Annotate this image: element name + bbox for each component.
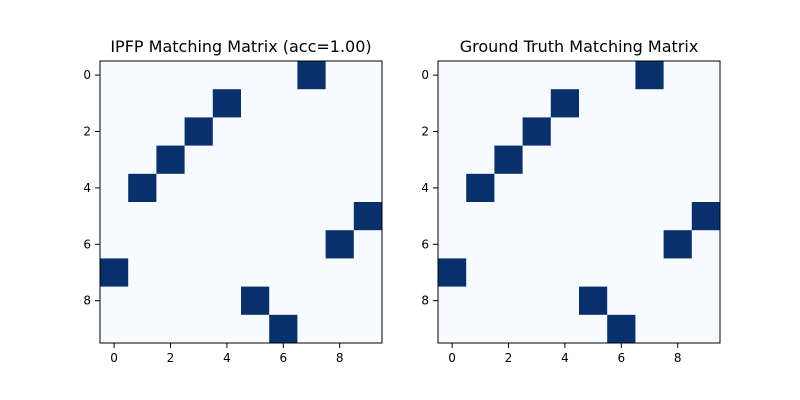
- y-tick-label: 2: [83, 125, 91, 139]
- x-tick-label: 6: [617, 351, 625, 365]
- x-tick-label: 6: [279, 351, 287, 365]
- heatmap-cell: [579, 286, 608, 315]
- heatmap-cell: [128, 173, 157, 202]
- y-tick-label: 0: [421, 68, 429, 82]
- heatmap-cell: [297, 61, 326, 90]
- plot-frame: [437, 60, 721, 344]
- x-tick-label: 4: [223, 351, 231, 365]
- heatmap-cell: [241, 286, 270, 315]
- ground-truth-matching-matrix-chart: Ground Truth Matching Matrix 0 2 4 6 8 0 2 4 6 8: [421, 37, 721, 365]
- heatmap-cell: [325, 230, 354, 259]
- x-tick-label: 0: [448, 351, 456, 365]
- heatmap-cell: [550, 89, 579, 118]
- y-tick-label: 4: [421, 181, 429, 195]
- chart-title: IPFP Matching Matrix (acc=1.00): [110, 37, 371, 56]
- ipfp-matching-matrix-chart: IPFP Matching Matrix (acc=1.00) 0 2 4 6 8 0 2 4…: [83, 37, 383, 365]
- heatmap-cell: [438, 258, 467, 287]
- x-tick-label: 4: [561, 351, 569, 365]
- x-tick-label: 0: [110, 351, 118, 365]
- heatmap-cell: [184, 117, 213, 146]
- x-tick-label: 8: [674, 351, 682, 365]
- heatmap-cell: [663, 230, 692, 259]
- heatmap-cell: [269, 314, 298, 343]
- y-tick-label: 0: [83, 68, 91, 82]
- heatmap-cell: [100, 258, 129, 287]
- heatmap-cell: [522, 117, 551, 146]
- heatmap-cell: [635, 61, 664, 90]
- x-tick-label: 2: [505, 351, 513, 365]
- y-tick-label: 8: [421, 294, 429, 308]
- heatmap-cell: [353, 202, 382, 231]
- x-tick-label: 8: [336, 351, 344, 365]
- y-tick-label: 2: [421, 125, 429, 139]
- chart-title: Ground Truth Matching Matrix: [460, 37, 699, 56]
- heatmap-cell: [494, 145, 523, 174]
- plot-frame: [99, 60, 383, 344]
- heatmap-cell: [156, 145, 185, 174]
- y-tick-label: 8: [83, 294, 91, 308]
- heatmap-cell: [212, 89, 241, 118]
- heatmap-cell: [466, 173, 495, 202]
- y-tick-label: 6: [83, 237, 91, 251]
- y-tick-label: 4: [83, 181, 91, 195]
- y-tick-label: 6: [421, 237, 429, 251]
- heatmap-cell: [691, 202, 720, 231]
- x-tick-label: 2: [167, 351, 175, 365]
- heatmap-cell: [607, 314, 636, 343]
